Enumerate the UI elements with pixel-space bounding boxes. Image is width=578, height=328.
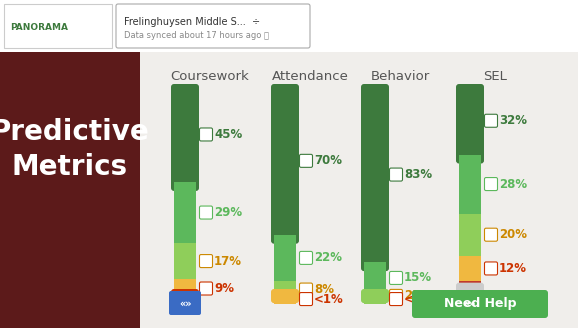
FancyBboxPatch shape [390,168,402,181]
Bar [4,4,112,48]
FancyBboxPatch shape [299,251,313,264]
Bar [459,292,481,298]
FancyBboxPatch shape [484,114,498,127]
FancyBboxPatch shape [116,4,310,48]
FancyBboxPatch shape [199,255,213,268]
Text: 20%: 20% [499,228,527,241]
FancyBboxPatch shape [390,293,402,306]
Bar [364,294,386,298]
Text: 83%: 83% [404,168,432,181]
FancyBboxPatch shape [171,289,199,312]
Bar [0,52,140,328]
Text: 28%: 28% [499,177,527,191]
Bar [274,233,296,241]
FancyBboxPatch shape [361,84,389,271]
FancyBboxPatch shape [299,283,313,296]
FancyBboxPatch shape [484,177,498,191]
Text: 32%: 32% [499,114,527,127]
FancyBboxPatch shape [199,128,213,141]
Text: Need Help: Need Help [444,297,516,311]
Bar [174,279,196,298]
FancyBboxPatch shape [271,84,299,244]
Text: 29%: 29% [214,206,242,219]
FancyBboxPatch shape [484,262,498,275]
Text: <1%: <1% [404,293,434,306]
Text: 2%: 2% [404,289,424,302]
FancyBboxPatch shape [484,228,498,241]
Bar [459,214,481,256]
Bar [459,154,481,214]
Bar [364,298,386,304]
Bar [459,153,481,160]
Text: 8%: 8% [314,283,334,296]
Bar [174,182,196,243]
Bar [174,180,196,188]
Text: SEL: SEL [483,70,507,83]
FancyBboxPatch shape [390,272,402,284]
FancyBboxPatch shape [299,293,313,306]
Bar [174,243,196,279]
Text: PANORAMA: PANORAMA [10,24,68,32]
Bar [274,235,296,281]
Text: Metrics: Metrics [12,153,128,181]
Text: «»: «» [464,299,476,309]
Text: Attendance: Attendance [272,70,349,83]
Text: Coursework: Coursework [171,70,249,83]
Text: 17%: 17% [214,255,242,268]
Bar [459,281,481,292]
Text: 22%: 22% [314,251,342,264]
FancyBboxPatch shape [454,291,486,315]
Text: 15%: 15% [404,272,432,284]
Text: 45%: 45% [214,128,242,141]
Bar [0,0,578,52]
Text: Predictive: Predictive [0,118,149,146]
FancyBboxPatch shape [299,154,313,167]
FancyBboxPatch shape [361,289,389,303]
Bar [140,52,578,328]
Text: 12%: 12% [499,262,527,275]
FancyBboxPatch shape [171,84,199,191]
Bar [459,256,481,281]
Text: Behavior: Behavior [370,70,429,83]
Bar [274,298,296,304]
Bar [364,262,386,294]
FancyBboxPatch shape [199,282,213,295]
Text: 9%: 9% [214,282,234,295]
Text: «»: «» [179,299,191,309]
Text: Data synced about 17 hours ago ⓘ: Data synced about 17 hours ago ⓘ [124,31,269,40]
FancyBboxPatch shape [412,290,548,318]
FancyBboxPatch shape [456,283,484,301]
Bar [364,260,386,268]
Bar [174,298,196,304]
FancyBboxPatch shape [390,289,402,302]
Text: Frelinghuysen Middle S...  ÷: Frelinghuysen Middle S... ÷ [124,17,260,27]
FancyBboxPatch shape [169,291,201,315]
Text: <1%: <1% [314,293,344,306]
FancyBboxPatch shape [271,289,299,303]
Bar [274,281,296,298]
FancyBboxPatch shape [199,206,213,219]
Text: 70%: 70% [314,154,342,167]
FancyBboxPatch shape [456,84,484,164]
